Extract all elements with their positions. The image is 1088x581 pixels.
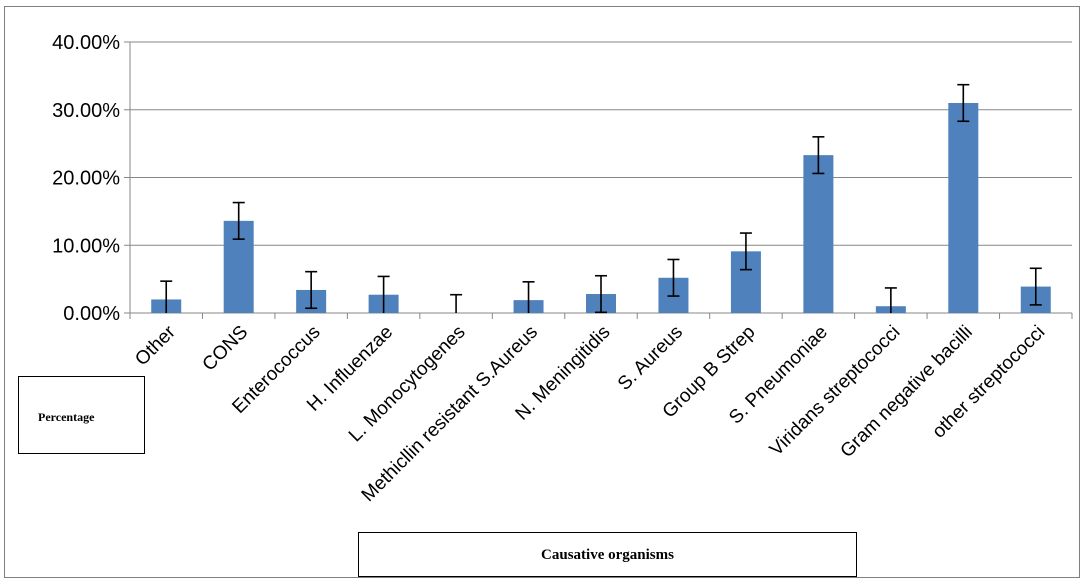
bar <box>948 102 979 313</box>
y-tick-label: 40.00% <box>52 32 120 54</box>
category-label: S. Aureus <box>614 322 687 395</box>
x-axis-label: Causative organisms <box>358 532 857 577</box>
chart-frame <box>4 6 1080 578</box>
y-tick-label: 0.00% <box>63 303 120 325</box>
y-tick-label: 10.00% <box>52 235 120 257</box>
bar <box>803 155 834 313</box>
y-tick-label: 20.00% <box>52 168 120 190</box>
category-label: Gram negative bacilli <box>837 322 977 462</box>
y-tick-label: 30.00% <box>52 100 120 122</box>
category-label: Viridans streptococci <box>766 322 905 461</box>
category-label: CONS <box>199 322 253 376</box>
category-label: Other <box>131 321 180 370</box>
y-axis-label: Percentage <box>18 376 145 454</box>
